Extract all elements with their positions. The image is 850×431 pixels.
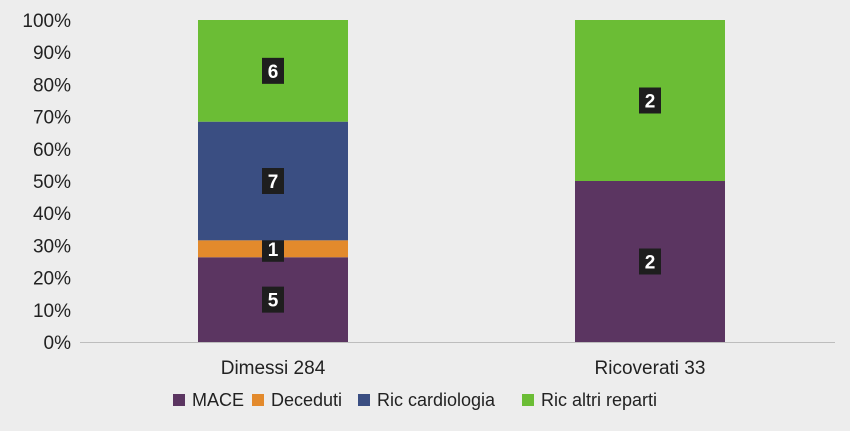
y-tick-label: 20%	[33, 269, 71, 290]
legend-label: MACE	[192, 390, 244, 410]
y-axis: 0% 10% 20% 30% 40% 50% 60% 70% 80% 90% 100%	[22, 11, 71, 354]
legend-swatch	[252, 394, 264, 406]
data-label-box	[262, 286, 284, 313]
data-label: 1	[268, 240, 279, 261]
data-label: 2	[645, 253, 656, 274]
data-label-box	[262, 57, 284, 84]
x-category-label: Ricoverati 33	[595, 358, 706, 379]
legend-swatch	[522, 394, 534, 406]
y-tick-label: 80%	[33, 75, 71, 96]
legend: MACE Deceduti Ric cardiologia Ric altri rep…	[173, 390, 657, 410]
y-tick-label: 10%	[33, 301, 71, 322]
y-tick-label: 70%	[33, 108, 71, 129]
y-tick-label: 30%	[33, 236, 71, 257]
y-tick-label: 60%	[33, 140, 71, 161]
bars: 5 1 7 6 2 2	[198, 20, 725, 342]
legend-swatch	[173, 394, 185, 406]
y-tick-label: 90%	[33, 43, 71, 64]
data-label: 2	[645, 92, 656, 113]
x-category-label: Dimessi 284	[221, 358, 326, 379]
y-tick-label: 100%	[22, 11, 71, 32]
y-tick-label: 0%	[44, 333, 72, 354]
y-tick-label: 40%	[33, 204, 71, 225]
legend-label: Deceduti	[271, 390, 342, 410]
data-label-box	[639, 87, 661, 114]
data-label-box	[639, 248, 661, 275]
data-label-box	[262, 235, 284, 262]
legend-swatch	[358, 394, 370, 406]
x-axis: Dimessi 284 Ricoverati 33	[80, 342, 835, 379]
legend-label: Ric cardiologia	[377, 390, 496, 410]
data-label: 6	[268, 62, 279, 83]
data-label: 5	[268, 291, 279, 312]
data-label-box	[262, 168, 284, 194]
data-label: 7	[268, 172, 279, 193]
legend-label: Ric altri reparti	[541, 390, 657, 410]
y-tick-label: 50%	[33, 172, 71, 193]
